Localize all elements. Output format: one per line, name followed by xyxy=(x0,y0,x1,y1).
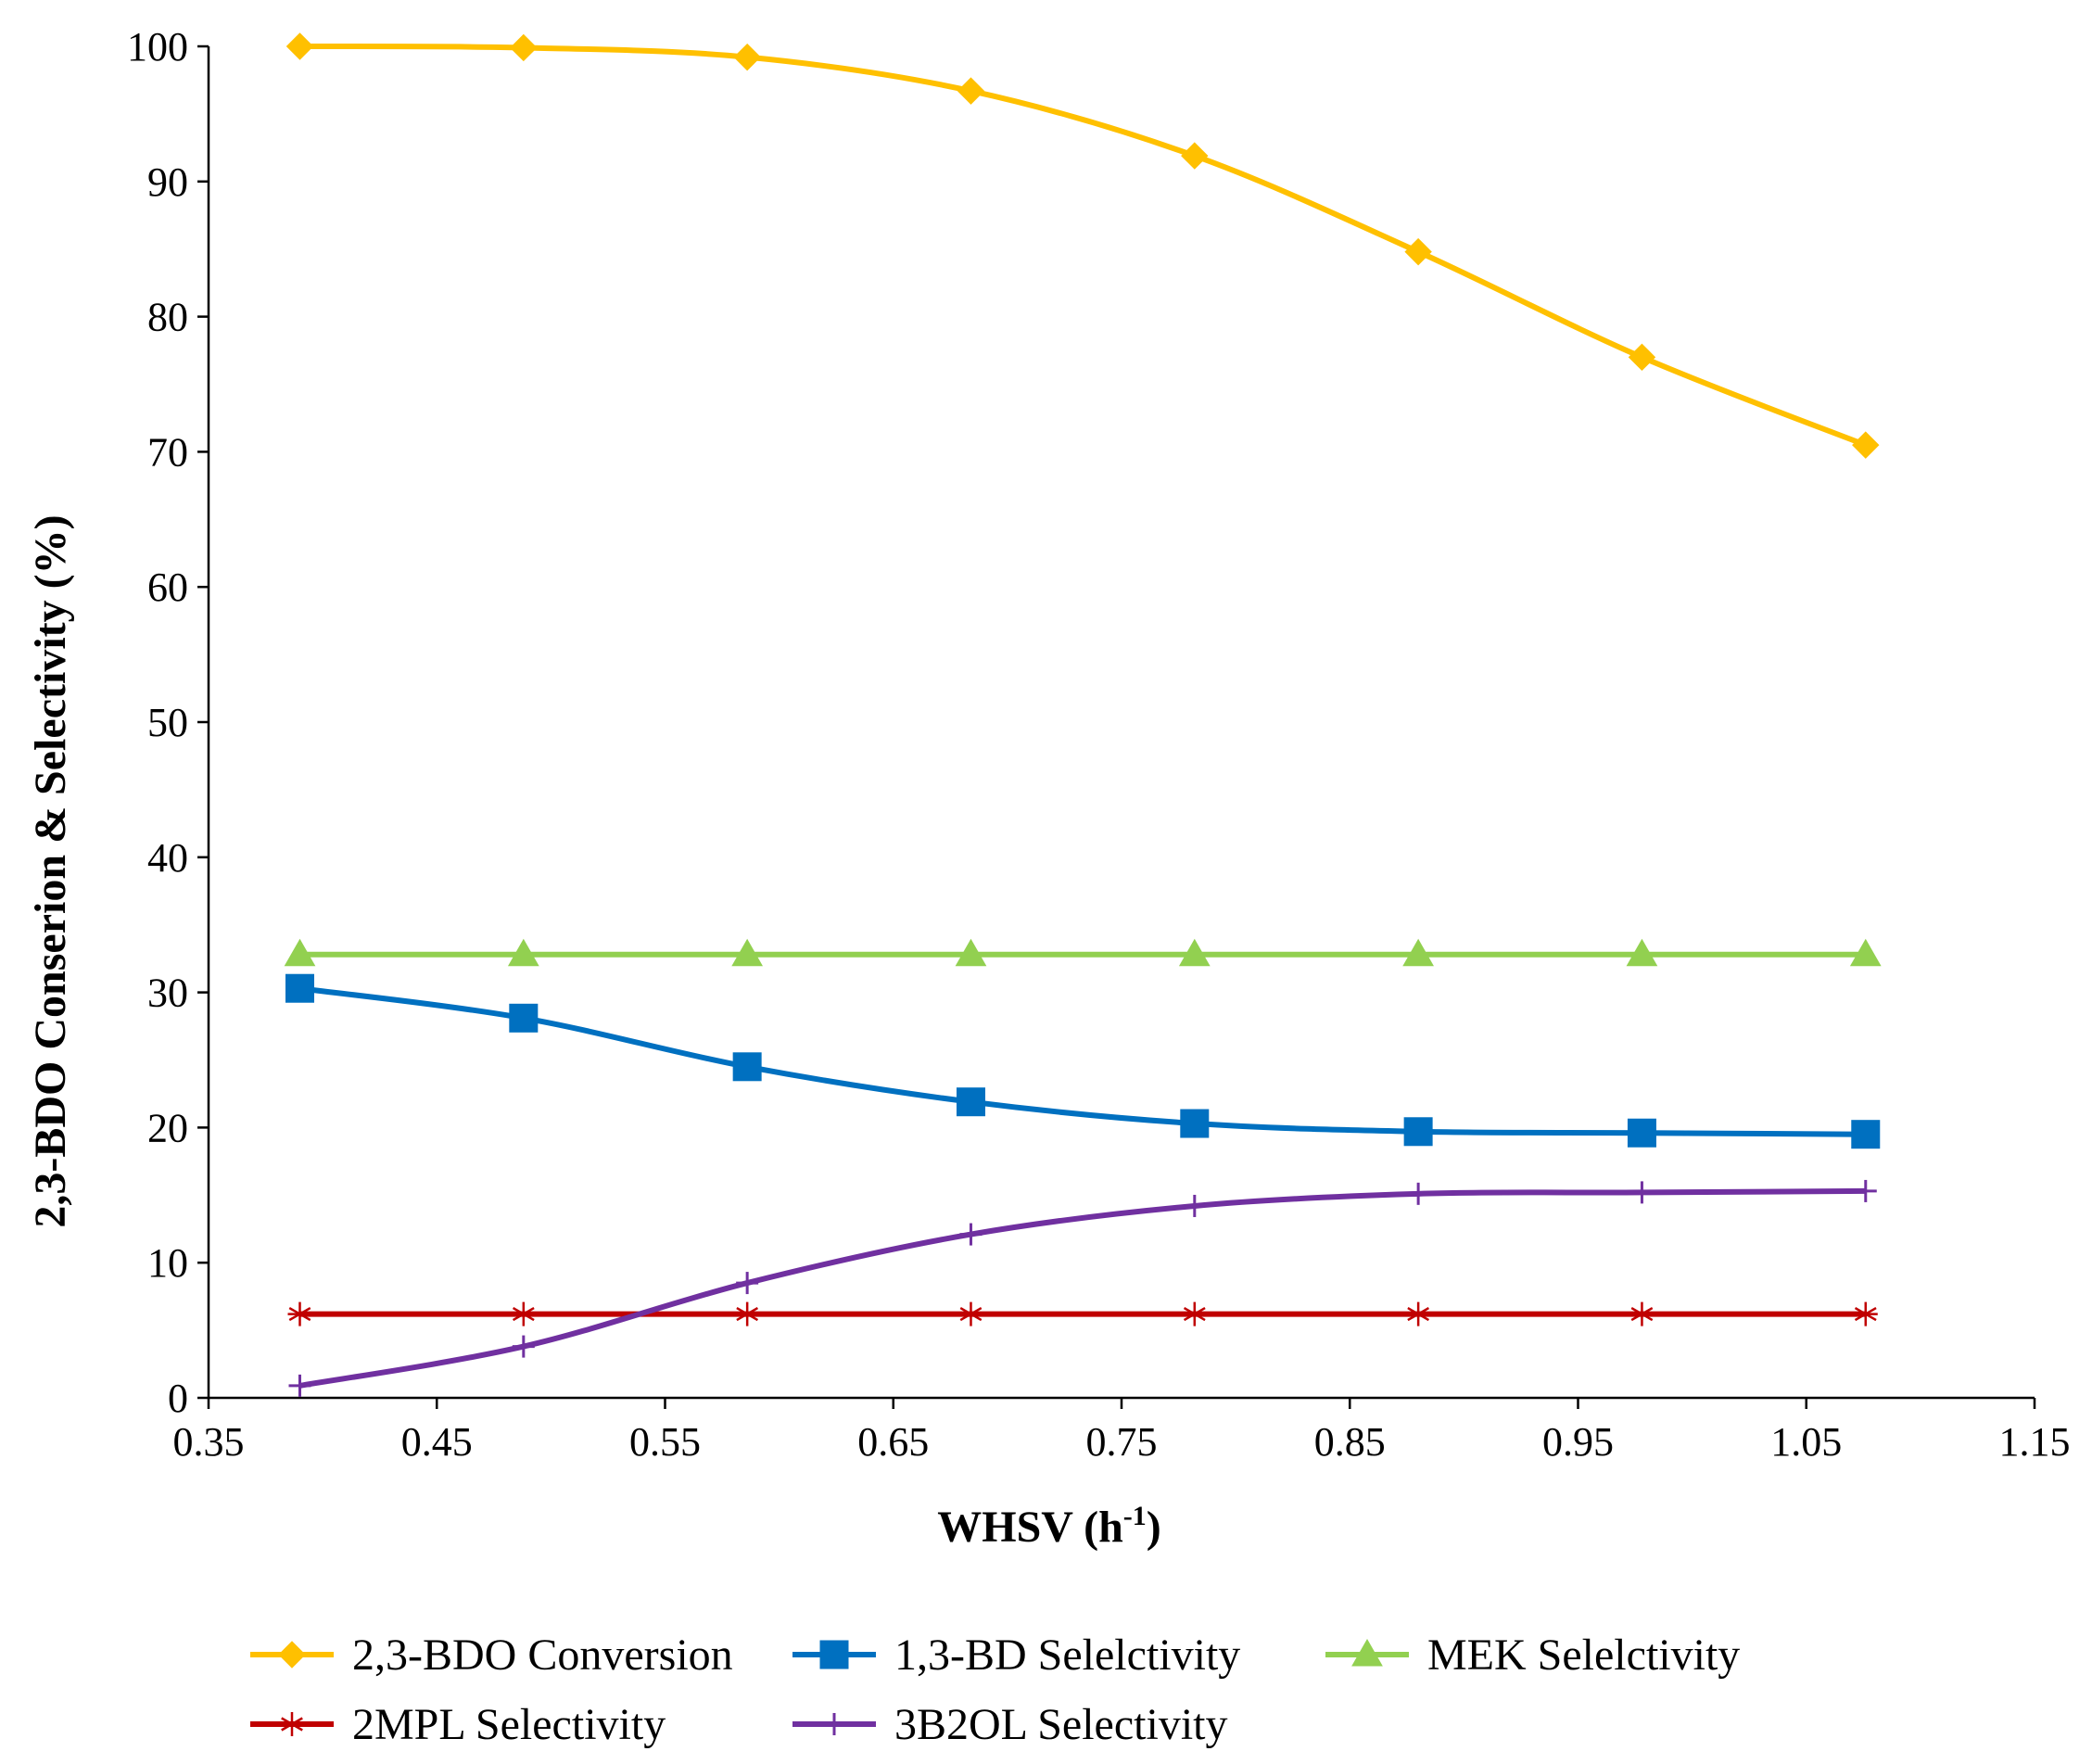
series-1 xyxy=(285,32,1880,459)
data-point xyxy=(507,938,539,967)
x-tick-label: 0.75 xyxy=(1086,1419,1158,1465)
legend-label: MEK Selelctivity xyxy=(1427,1631,1740,1680)
legend-label: 3B2OL Selectivity xyxy=(894,1700,1228,1749)
data-point xyxy=(955,938,987,967)
legend-label: 1,3-BD Selelctivity xyxy=(894,1631,1240,1680)
series-line xyxy=(298,1187,1866,1389)
series-2 xyxy=(285,973,1881,1149)
data-point xyxy=(511,1301,536,1326)
data-point xyxy=(1182,1301,1207,1326)
y-tick-label: 30 xyxy=(147,971,188,1016)
data-point xyxy=(733,43,761,71)
data-point xyxy=(509,1003,539,1033)
data-point xyxy=(736,1272,759,1295)
data-point xyxy=(1404,237,1432,266)
legend-marker xyxy=(280,1712,304,1736)
data-point xyxy=(512,1335,535,1358)
data-point xyxy=(731,938,764,967)
y-tick-label: 100 xyxy=(127,24,188,70)
legend-marker xyxy=(819,1640,849,1669)
data-point xyxy=(1407,1182,1430,1205)
data-point xyxy=(285,32,314,60)
legend-label: 2MPL Selectivity xyxy=(352,1700,666,1749)
x-axis-title: WHSV (h-1) xyxy=(937,1501,1161,1552)
series-3 xyxy=(284,938,1882,967)
data-point xyxy=(510,33,538,62)
legend-item: 2,3-BDO Conversion xyxy=(250,1631,733,1680)
legend-item: 3B2OL Selectivity xyxy=(792,1700,1228,1749)
series-4 xyxy=(287,1301,1878,1326)
axes: 0 10 20 30 40 50 60 70 80 90 100 0.35 0.45 0.55 0.65 0.… xyxy=(127,24,2071,1465)
data-point xyxy=(1181,142,1209,170)
data-point xyxy=(958,1301,983,1326)
data-point xyxy=(735,1301,760,1326)
series-5 xyxy=(288,1179,1877,1397)
data-point xyxy=(956,1087,985,1117)
y-tick-label: 50 xyxy=(147,700,188,745)
legend-item: 2MPL Selectivity xyxy=(250,1700,666,1749)
data-point xyxy=(1853,1301,1878,1326)
x-tick-label: 1.05 xyxy=(1770,1419,1842,1465)
y-tick-label: 70 xyxy=(147,429,188,475)
y-tick-label: 90 xyxy=(147,159,188,205)
x-tick-label: 0.45 xyxy=(401,1419,473,1465)
data-point xyxy=(287,1301,312,1326)
legend-item: MEK Selelctivity xyxy=(1325,1631,1740,1680)
data-point xyxy=(959,1223,983,1246)
y-tick-label: 10 xyxy=(147,1240,188,1286)
x-tick-label: 0.85 xyxy=(1314,1419,1386,1465)
y-tick-label: 60 xyxy=(147,565,188,610)
x-tick-label: 0.35 xyxy=(173,1419,245,1465)
data-point xyxy=(1403,1117,1433,1147)
y-tick-label: 40 xyxy=(147,835,188,881)
legend-marker xyxy=(278,1641,306,1669)
data-point xyxy=(1406,1301,1431,1326)
y-axis-title: 2,3-BDO Conserion & Selectivity (%) xyxy=(26,514,75,1227)
x-tick-label: 0.95 xyxy=(1542,1419,1614,1465)
data-point xyxy=(284,938,316,967)
data-point xyxy=(1627,1118,1656,1148)
data-point xyxy=(1854,1179,1877,1202)
x-tick-label: 0.55 xyxy=(629,1419,701,1465)
data-point xyxy=(1852,431,1880,459)
series-line xyxy=(299,985,1866,1137)
y-tick-label: 80 xyxy=(147,295,188,340)
data-point xyxy=(1629,1301,1655,1326)
data-point xyxy=(1849,938,1882,967)
data-point xyxy=(957,77,985,105)
data-point xyxy=(1626,938,1658,967)
legend-item: 1,3-BD Selelctivity xyxy=(792,1631,1240,1680)
data-point xyxy=(1402,938,1434,967)
data-point xyxy=(1851,1120,1881,1149)
data-point xyxy=(1628,343,1656,372)
data-point xyxy=(285,973,314,1003)
data-point xyxy=(1183,1194,1206,1217)
data-point xyxy=(1178,938,1211,967)
y-tick-label: 20 xyxy=(147,1105,188,1150)
legend-marker xyxy=(823,1713,845,1735)
y-tick-label: 0 xyxy=(168,1376,188,1421)
legend-marker xyxy=(1351,1638,1383,1667)
data-point xyxy=(1180,1109,1210,1138)
x-tick-label: 1.15 xyxy=(1999,1419,2071,1465)
data-point xyxy=(732,1052,762,1082)
series-group xyxy=(284,32,1882,1397)
data-point xyxy=(288,1374,311,1397)
legend: 2,3-BDO Conversion 1,3-BD Selelctivity MEK… xyxy=(250,1631,1740,1749)
series-line xyxy=(299,44,1867,448)
data-point xyxy=(1630,1181,1654,1204)
legend-label: 2,3-BDO Conversion xyxy=(352,1631,733,1680)
x-tick-label: 0.65 xyxy=(857,1419,929,1465)
